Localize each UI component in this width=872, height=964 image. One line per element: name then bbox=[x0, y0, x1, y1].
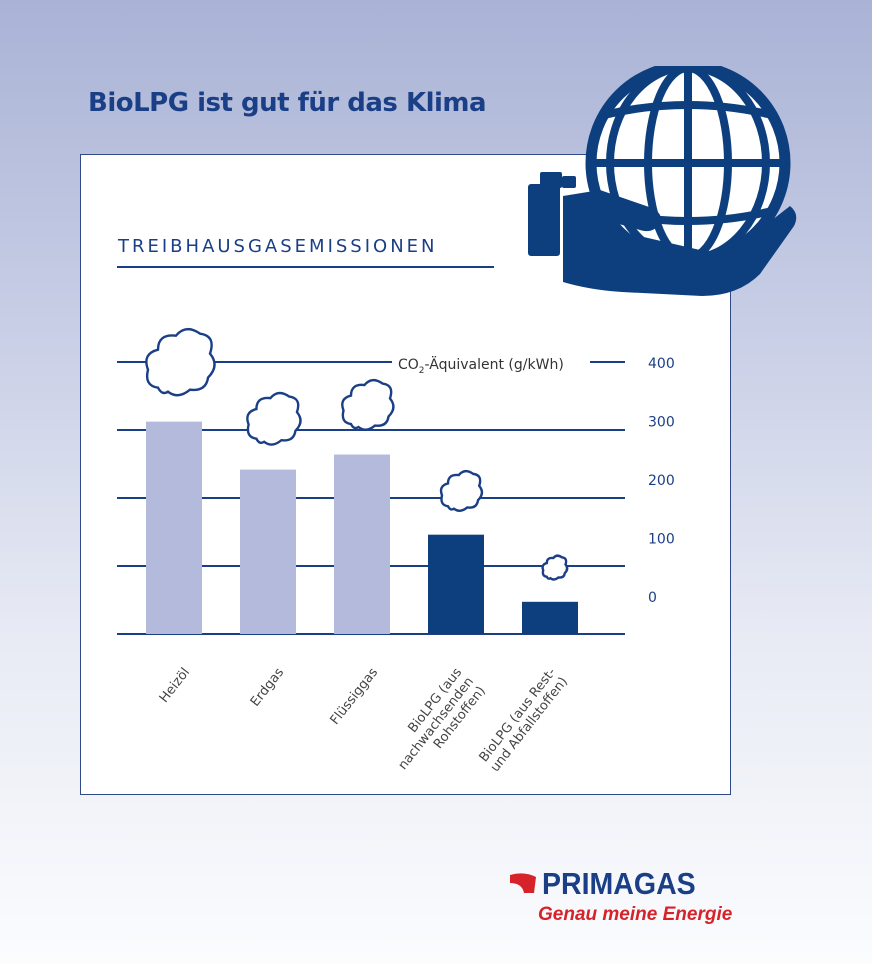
y-tick-label: 100 bbox=[648, 532, 675, 548]
cloud-icon bbox=[145, 327, 216, 397]
chart-y-axis-label: CO2-Äquivalent (g/kWh) bbox=[392, 346, 590, 376]
cloud-icon bbox=[246, 391, 302, 446]
y-axis-label: CO2-Äquivalent (g/kWh) bbox=[398, 355, 564, 376]
cloud-icon bbox=[541, 554, 569, 581]
y-tick-label: 200 bbox=[648, 473, 675, 489]
bar bbox=[240, 469, 296, 634]
category-label: BioLPG (aus Rest-und Abfallstoffen) bbox=[476, 665, 571, 775]
page-headline: BioLPG ist gut für das Klima bbox=[88, 88, 487, 118]
bar bbox=[334, 454, 390, 634]
primagas-logo-mark-icon bbox=[510, 873, 536, 893]
y-tick-label: 0 bbox=[648, 590, 657, 606]
category-label: Erdgas bbox=[248, 665, 287, 710]
primagas-logo: PRIMAGAS Genau meine Energie bbox=[510, 866, 740, 930]
y-tick-label: 300 bbox=[648, 415, 675, 431]
globe-in-hand-icon bbox=[528, 66, 797, 296]
chart-category-labels: Heizöl Erdgas Flüssiggas BioLPG (ausnachwac… bbox=[157, 665, 571, 782]
bar bbox=[146, 421, 202, 634]
category-label: BioLPG (ausnachwachsendenRohstoffen) bbox=[384, 665, 489, 782]
chart-tick-labels: 400 300 200 100 0 bbox=[648, 356, 675, 606]
category-label: Heizöl bbox=[157, 665, 193, 706]
bar bbox=[522, 601, 578, 634]
chart-clouds bbox=[145, 327, 569, 581]
brand-name: PRIMAGAS bbox=[542, 866, 696, 901]
bar bbox=[428, 534, 484, 634]
brand-slogan: Genau meine Energie bbox=[538, 904, 733, 925]
cloud-icon bbox=[341, 378, 395, 431]
cloud-icon bbox=[439, 469, 484, 512]
y-tick-label: 400 bbox=[648, 356, 675, 372]
chart-bars bbox=[146, 421, 578, 634]
category-label: Flüssiggas bbox=[328, 665, 382, 728]
chart-title-underline bbox=[117, 266, 494, 268]
chart-title: TREIBHAUSGASEMISSIONEN bbox=[118, 236, 438, 257]
